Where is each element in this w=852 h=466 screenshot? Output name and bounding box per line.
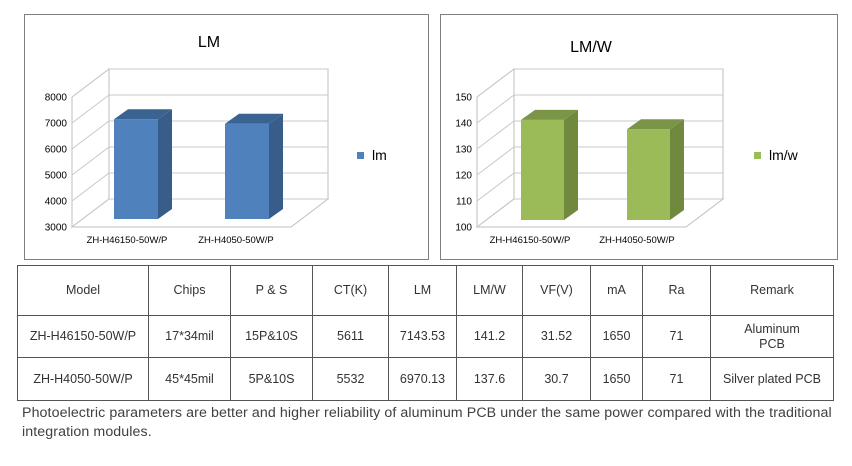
lmw-chart-svg: 100 110 120 130 140 150 ZH-H46150-50W/P ZH-H405… [455, 39, 799, 246]
table-cell: 45*45mil [148, 357, 231, 401]
table-cell: 5532 [312, 357, 389, 401]
lmw-chart: 100 110 120 130 140 150 ZH-H46150-50W/P ZH-H405… [440, 14, 838, 260]
header-cell: VF(V) [522, 265, 591, 316]
x-tick-label: ZH-H4050-50W/P [599, 235, 675, 246]
table-cell: 1650 [590, 357, 643, 401]
y-tick-label: 3000 [45, 223, 68, 234]
table-cell: 71 [642, 315, 711, 358]
table-cell: 1650 [590, 315, 643, 358]
bar-front [521, 119, 564, 220]
header-cell: Remark [710, 265, 834, 316]
gridline [476, 94, 723, 124]
table-cell: Aluminum PCB [710, 315, 834, 358]
header-cell: P & S [230, 265, 313, 316]
table-cell: 15P&10S [230, 315, 313, 358]
x-tick-label: ZH-H46150-50W/P [490, 235, 571, 246]
table-cell: 17*34mil [148, 315, 231, 358]
y-tick-label: 130 [455, 145, 472, 156]
x-tick-label: ZH-H46150-50W/P [87, 235, 168, 246]
bar-top [627, 119, 684, 130]
header-cell: Ra [642, 265, 711, 316]
table-cell: 141.2 [456, 315, 523, 358]
table-row: ZH-H4050-50W/P 45*45mil 5P&10S 5532 6970… [17, 357, 834, 401]
bar-side [158, 109, 172, 219]
y-tick-label: 7000 [45, 119, 68, 130]
header-cell: CT(K) [312, 265, 389, 316]
legend-label: lm [372, 147, 387, 163]
table-cell: 7143.53 [388, 315, 457, 358]
y-tick-label: 140 [455, 119, 472, 130]
legend-swatch [754, 152, 761, 159]
table-cell: ZH-H46150-50W/P [17, 315, 149, 358]
table-cell: 5611 [312, 315, 389, 358]
table-cell: 31.52 [522, 315, 591, 358]
bar-side [564, 109, 578, 220]
bar-top [114, 109, 172, 120]
gridline [71, 94, 328, 124]
x-tick-label: ZH-H4050-50W/P [198, 235, 274, 246]
table-header-row: Model Chips P & S CT(K) LM LM/W VF(V) mA… [17, 265, 834, 316]
table-cell: 137.6 [456, 357, 523, 401]
table-cell: 5P&10S [230, 357, 313, 401]
table-cell: ZH-H4050-50W/P [17, 357, 149, 401]
y-tick-label: 8000 [45, 93, 68, 104]
legend-swatch [357, 152, 364, 159]
bar-top [225, 113, 283, 124]
header-cell: LM/W [456, 265, 523, 316]
bar-front [114, 119, 158, 219]
y-tick-label: 4000 [45, 197, 68, 208]
footnote: Photoelectric parameters are better and … [22, 405, 832, 440]
y-tick-label: 6000 [45, 145, 68, 156]
table-cell: Silver plated PCB [710, 357, 834, 401]
header-cell: Chips [148, 265, 231, 316]
y-tick-label: 120 [455, 171, 472, 182]
table-cell: 30.7 [522, 357, 591, 401]
legend-label: lm/w [769, 147, 799, 163]
gridline [71, 68, 328, 98]
table-cell: 6970.13 [388, 357, 457, 401]
bar-top [521, 109, 578, 120]
lm-chart-svg: 3000 4000 5000 6000 7000 8000 ZH-H46150-50W/P Z… [45, 34, 387, 246]
bar-front [225, 123, 269, 219]
y-tick-label: 110 [456, 197, 472, 208]
y-tick-label: 100 [455, 223, 472, 234]
bar-side [670, 119, 684, 220]
chart-floor [70, 198, 330, 228]
bar-side [269, 113, 283, 219]
y-tick-label: 150 [455, 93, 472, 104]
bar-front [627, 129, 670, 220]
lm-chart: 3000 4000 5000 6000 7000 8000 ZH-H46150-50W/P Z… [24, 14, 429, 260]
chart-title: LM/W [570, 39, 613, 56]
spec-table: Model Chips P & S CT(K) LM LM/W VF(V) mA… [17, 265, 834, 401]
table-row: ZH-H46150-50W/P 17*34mil 15P&10S 5611 71… [17, 315, 834, 358]
chart-floor [475, 198, 725, 228]
header-cell: LM [388, 265, 457, 316]
y-tick-label: 5000 [45, 171, 68, 182]
table-cell: 71 [642, 357, 711, 401]
chart-title: LM [198, 34, 220, 51]
gridline [476, 68, 723, 98]
header-cell: Model [17, 265, 149, 316]
header-cell: mA [590, 265, 643, 316]
